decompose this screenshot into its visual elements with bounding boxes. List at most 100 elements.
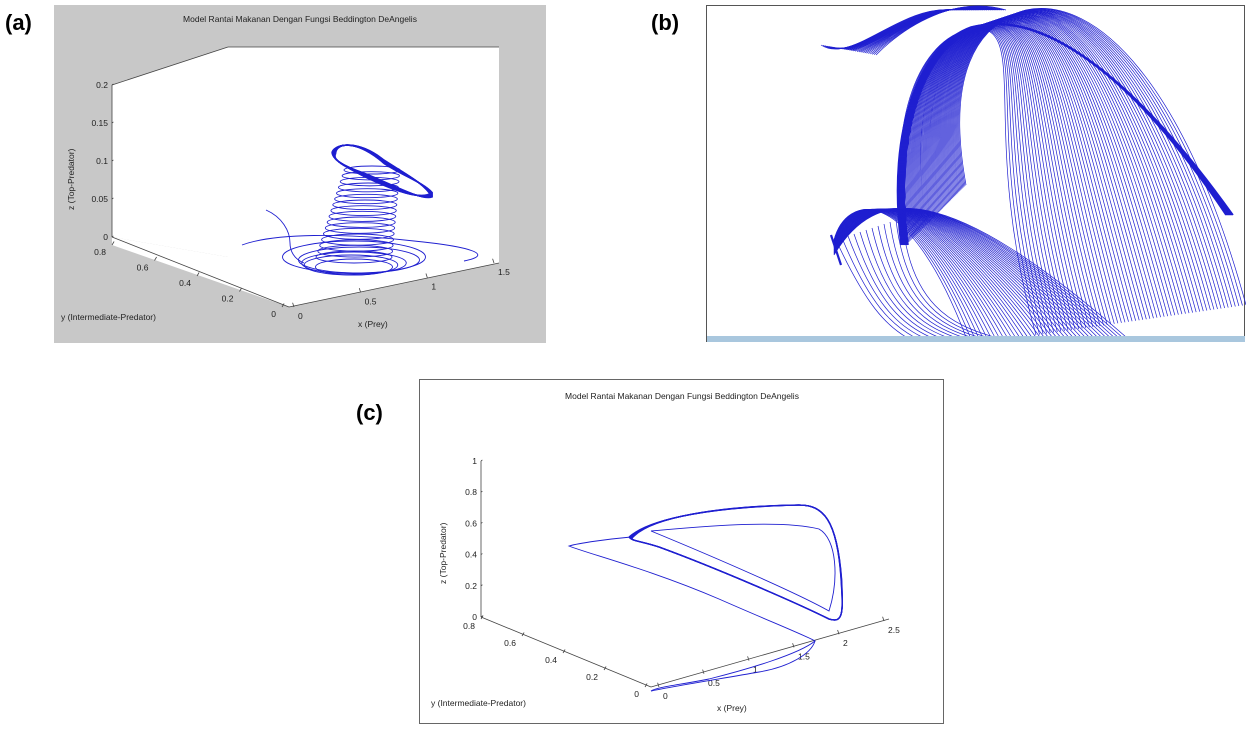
a-y-tick-label: 0.8 [94,247,106,257]
a-x-tick-label: 1 [431,282,436,292]
c-x-tick-label: 0 [663,691,668,701]
c-y-tick-mark [603,666,607,671]
axes-a-zticks: 0 0.05 0.1 0.15 0.2 [91,80,114,242]
figure-b [706,5,1247,343]
figure-c-frame [419,379,944,724]
c-x-tick-label: 1 [753,665,758,675]
c-z-tick-label: 1 [472,456,477,466]
a-z-tick-label: 0.15 [91,118,108,128]
ylabel-a: y (Intermediate-Predator) [61,312,156,322]
a-x-tick-mark [425,273,428,278]
trajectory-a-outer-loop [241,234,479,262]
trajectory-c [567,504,843,692]
axes-a-walls [112,47,499,257]
trajectory-b-band-curve [942,14,1186,314]
trajectory-b-cross-line [859,231,939,338]
a-z-tick-mark [111,159,114,162]
c-y-tick-mark [644,683,648,688]
c-x-tick-mark [882,616,885,622]
a-x-tick-mark [358,288,362,293]
trajectory-a-spiral-coil [324,222,396,234]
c-y-tick-label: 0.8 [463,621,475,631]
c-z-tick-label: 0.2 [465,581,477,591]
axes-c-zticks: 0 0.2 0.4 0.6 0.8 1 [465,456,483,622]
c-x-tick-mark [657,682,660,688]
title-c: Model Rantai Makanan Dengan Fungsi Beddi… [565,391,799,401]
trajectory-b-band-curve [950,11,1215,310]
xlabel-a: x (Prey) [358,319,388,329]
a-z-tick-mark [111,121,114,124]
trajectory-b-band-curve [953,10,1225,309]
axes-c-box [480,461,890,688]
a-z-tick-mark [111,197,114,200]
trajectory-c-limit-cycle [631,504,843,621]
ylabel-c: y (Intermediate-Predator) [431,698,526,708]
trajectory-b-band-curve [947,12,1204,312]
trajectory-a-limit-cycle [334,144,433,197]
c-z-tick-label: 0.8 [465,487,477,497]
trajectory-c-outer-excursion [567,536,816,692]
c-y-tick-mark [562,649,566,654]
panel-label-b: (b) [651,10,680,35]
trajectory-b-band-curve [956,9,1236,307]
a-x-tick-label: 0.5 [365,296,377,306]
trajectory-b-cross-line [889,221,979,338]
a-x-tick-mark [292,302,295,308]
figure-a-svg: 0 0.05 0.1 0.15 0.2 0.8 0.6 0.4 0.2 0 0 0.5 1 1.5 M… [54,5,546,343]
trajectory-b-cross-line [901,217,995,338]
trajectory-b-cross-line [841,237,915,338]
trajectory-b-band-curve [955,9,1233,308]
a-z-tick-label: 0 [103,232,108,242]
trajectory-a [241,144,479,276]
a-z-tick-mark [111,235,114,238]
c-z-tick-mark [480,459,483,462]
a-z-tick-mark [111,83,114,86]
figure-b-frame [706,5,1245,342]
a-z-tick-label: 0.05 [91,194,108,204]
trajectory-b-band-curve [943,13,1190,314]
trajectory-b-band-curve [939,15,1176,316]
axes-c-yticks: 0.8 0.6 0.4 0.2 0 [463,615,648,699]
c-y-tick-mark [521,632,525,637]
a-y-tick-mark [196,272,200,277]
axes-a-xticks: 0 0.5 1 1.5 [292,258,510,321]
c-z-tick-label: 0.4 [465,550,477,560]
trajectory-b-front-fan [833,208,1127,338]
c-y-tick-label: 0.4 [545,655,557,665]
c-x-tick-mark [702,669,705,674]
c-z-tick-label: 0 [472,612,477,622]
a-z-tick-label: 0.1 [96,156,108,166]
trajectory-b-cross-line [895,219,987,338]
trajectory-b-rear-curve [875,5,1007,56]
trajectory-a-spiral-coil [326,216,396,228]
trajectory-b-band-curve [952,10,1222,309]
trajectory-b-band-curve [945,13,1197,313]
c-z-tick-label: 0.6 [465,518,477,528]
trajectory-b-band-curve [958,8,1243,306]
a-z-tick-label: 0.2 [96,80,108,90]
c-z-tick-mark [480,553,483,555]
c-y-tick-label: 0.2 [586,672,598,682]
trajectory-b-cross-line [835,239,907,338]
trajectory-a-spiral-coil [334,193,398,205]
a-y-tick-mark [154,256,157,261]
figure-a: 0 0.05 0.1 0.15 0.2 0.8 0.6 0.4 0.2 0 0 0.5 1 1.5 M… [54,5,546,343]
panel-label-a: (a) [5,10,32,35]
axes-a-yticks: 0.8 0.6 0.4 0.2 0 [94,241,285,319]
trajectory-c-inner-loop [650,523,836,612]
trajectory-b-band-curve [954,9,1229,308]
zlabel-a: z (Top-Predator) [66,148,76,210]
trajectory-a-spiral-coil [323,227,395,240]
a-y-tick-label: 0.4 [179,278,191,288]
zlabel-c: z (Top-Predator) [438,522,448,584]
axes-c-xticks: 0 0.5 1 1.5 2 2.5 [657,616,900,701]
trajectory-b-cross-line [847,235,923,338]
c-x-tick-mark [792,643,795,648]
trajectory-b-cross-line [877,225,963,338]
a-y-tick-mark [111,241,115,246]
trajectory-b-band-curve [944,13,1193,313]
figure-b-bottom-bar [707,336,1245,342]
trajectory-b-band-curve [941,14,1183,315]
a-y-tick-mark [239,287,242,292]
trajectory-b-band-curve [940,14,1179,315]
